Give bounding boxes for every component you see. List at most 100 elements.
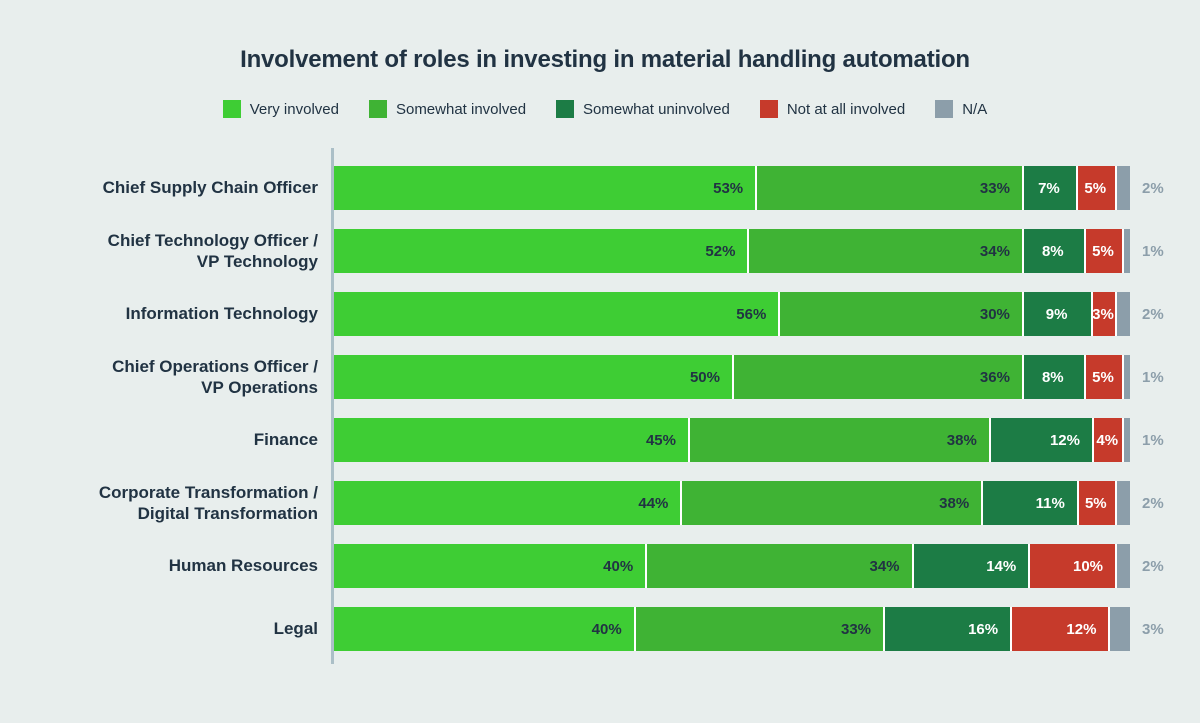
segment-value-label: 44%: [638, 494, 669, 512]
bar-segment: 9%: [1021, 292, 1092, 336]
bar-segment: 45%: [334, 418, 688, 462]
category-label: Corporate Transformation / Digital Trans…: [98, 482, 318, 523]
segment-value-label: 5%: [1084, 494, 1107, 512]
bar-segment: [1114, 166, 1130, 210]
legend-item: N/A: [935, 100, 987, 118]
bar-track: 40% 33% 16% 12%: [334, 607, 1130, 651]
segment-value-label: 3%: [1092, 305, 1114, 323]
segment-value-label: 16%: [968, 620, 999, 638]
category-label: Human Resources: [168, 556, 318, 576]
chart-row: Information Technology 56% 30% 9% 3% 2%: [34, 292, 1176, 336]
chart-title: Involvement of roles in investing in mat…: [240, 46, 970, 73]
bar-track: 56% 30% 9% 3%: [334, 292, 1130, 336]
na-value-label: 1%: [1142, 368, 1164, 386]
bar-segment: 12%: [988, 418, 1092, 462]
bar-track: 45% 38% 12% 4%: [334, 418, 1130, 462]
segment-value-label: 38%: [939, 494, 970, 512]
bar-track: 52% 34% 8% 5%: [334, 229, 1130, 273]
segment-value-label: 10%: [1073, 557, 1104, 575]
segment-value-label: 52%: [705, 242, 736, 260]
bar-segment: 8%: [1021, 355, 1084, 399]
chart-row: Human Resources 40% 34% 14% 10% 2%: [34, 544, 1176, 588]
legend-item: Somewhat uninvolved: [556, 100, 730, 118]
bar-segment: [1108, 607, 1130, 651]
bar-track: 44% 38% 11% 5%: [334, 481, 1130, 525]
segment-value-label: 50%: [689, 368, 720, 386]
chart-row: Chief Supply Chain Officer 53% 33% 7% 5% 2%: [34, 166, 1176, 210]
bar-segment: 50%: [334, 355, 732, 399]
legend-label: N/A: [962, 100, 988, 118]
na-value-label: 1%: [1142, 431, 1164, 449]
bar-track: 40% 34% 14% 10%: [334, 544, 1130, 588]
segment-value-label: 30%: [979, 305, 1010, 323]
category-label: Chief Supply Chain Officer: [102, 178, 318, 198]
legend-swatch: [556, 100, 575, 118]
bar-segment: 52%: [334, 229, 748, 273]
legend-label: Somewhat uninvolved: [583, 100, 730, 118]
bar-segment: 36%: [732, 355, 1022, 399]
bar-segment: 38%: [688, 418, 989, 462]
segment-value-label: 56%: [736, 305, 767, 323]
bar-segment: 8%: [1021, 229, 1084, 273]
chart-row: Corporate Transformation / Digital Trans…: [34, 481, 1176, 525]
segment-value-label: 36%: [979, 368, 1010, 386]
segment-value-label: 14%: [986, 557, 1017, 575]
legend-label: Somewhat involved: [395, 100, 527, 118]
na-value-label: 3%: [1142, 620, 1164, 638]
segment-value-label: 34%: [869, 557, 900, 575]
segment-value-label: 53%: [713, 179, 744, 197]
y-axis-line: [331, 148, 334, 664]
segment-value-label: 4%: [1096, 431, 1119, 449]
segment-value-label: 7%: [1038, 179, 1060, 197]
segment-value-label: 8%: [1041, 242, 1064, 260]
bar-segment: 11%: [981, 481, 1077, 525]
bar-segment: 3%: [1091, 292, 1115, 336]
bar-segment: [1122, 229, 1130, 273]
chart-row: Finance 45% 38% 12% 4% 1%: [34, 418, 1176, 462]
bar-segment: 56%: [334, 292, 779, 336]
legend-swatch: [368, 100, 387, 118]
segment-value-label: 5%: [1084, 179, 1107, 197]
bar-segment: 4%: [1092, 418, 1123, 462]
legend-item: Somewhat involved: [368, 100, 527, 118]
bar-segment: 5%: [1083, 229, 1123, 273]
segment-value-label: 34%: [979, 242, 1010, 260]
segment-value-label: 9%: [1045, 305, 1068, 323]
bar-segment: 5%: [1075, 166, 1115, 210]
segment-value-label: 12%: [1066, 620, 1097, 638]
segment-value-label: 11%: [1035, 494, 1065, 512]
category-label: Finance: [253, 430, 318, 450]
legend-swatch: [759, 100, 778, 118]
segment-value-label: 33%: [841, 620, 872, 638]
bar-segment: 12%: [1010, 607, 1109, 651]
bar-segment: 14%: [911, 544, 1029, 588]
na-value-label: 1%: [1142, 242, 1164, 260]
category-label: Information Technology: [125, 304, 318, 324]
bar-segment: 5%: [1076, 481, 1115, 525]
chart-row: Chief Technology Officer / VP Technology…: [34, 229, 1176, 273]
segment-value-label: 5%: [1092, 242, 1114, 260]
legend-item: Not at all involved: [759, 100, 906, 118]
segment-value-label: 38%: [946, 431, 977, 449]
bar-segment: 30%: [778, 292, 1022, 336]
stacked-bar-chart: Chief Supply Chain Officer 53% 33% 7% 5% 2% Ch…: [34, 148, 1176, 664]
segment-value-label: 8%: [1041, 368, 1064, 386]
bar-segment: [1122, 355, 1130, 399]
legend: Very involved Somewhat involved Somewhat u…: [34, 100, 1176, 118]
segment-value-label: 45%: [645, 431, 676, 449]
legend-item: Very involved: [222, 100, 339, 118]
bar-segment: 10%: [1028, 544, 1116, 588]
bar-segment: 53%: [334, 166, 756, 210]
bar-segment: 34%: [645, 544, 912, 588]
category-label: Legal: [273, 619, 318, 639]
bar-segment: 7%: [1021, 166, 1076, 210]
bar-segment: 38%: [680, 481, 982, 525]
bar-track: 53% 33% 7% 5%: [334, 166, 1130, 210]
na-value-label: 2%: [1142, 557, 1164, 575]
bar-segment: 16%: [883, 607, 1011, 651]
bar-segment: 40%: [334, 544, 646, 588]
bar-track: 50% 36% 8% 5%: [334, 355, 1130, 399]
legend-label: Not at all involved: [786, 100, 906, 118]
chart-row: Chief Operations Officer / VP Operations…: [34, 355, 1176, 399]
